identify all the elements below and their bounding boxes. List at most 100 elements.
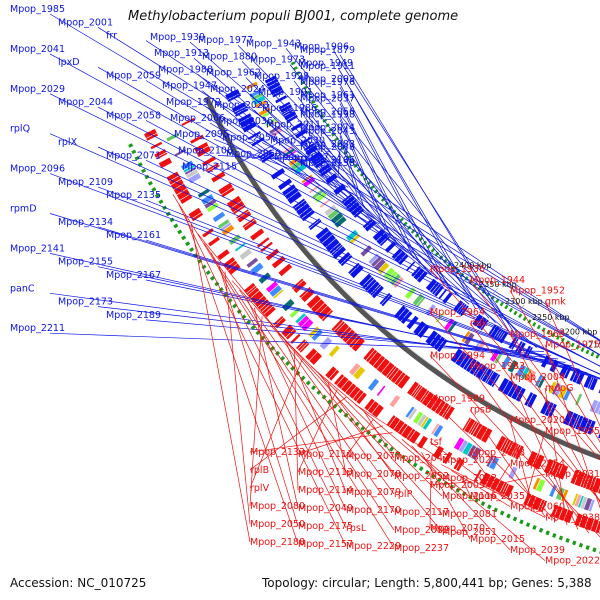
minus-strand-leader-line bbox=[421, 452, 471, 540]
gc-skew-mark bbox=[525, 522, 531, 528]
minus-strand-feature bbox=[557, 464, 569, 480]
gc-skew-mark bbox=[185, 241, 191, 247]
minus-strand-cog bbox=[328, 345, 340, 357]
minus-strand-gene-label: Mpop_2054 bbox=[510, 458, 565, 469]
minus-strand-cog bbox=[269, 285, 282, 297]
plus-strand-feature bbox=[487, 371, 499, 387]
plus-strand-feature bbox=[475, 364, 488, 380]
gc-skew-mark bbox=[308, 95, 314, 100]
plus-strand-leader-line bbox=[49, 13, 600, 342]
minus-strand-gene-label: Mpop_1975 bbox=[545, 340, 600, 351]
plus-strand-gene-label: Mpop_2029 bbox=[10, 84, 65, 95]
gc-skew-mark bbox=[424, 469, 430, 475]
minus-strand-cds bbox=[349, 386, 361, 399]
plus-strand-cog bbox=[327, 208, 340, 220]
minus-strand-feature bbox=[580, 473, 588, 488]
plus-strand-leader-line bbox=[339, 132, 364, 207]
minus-strand-cds bbox=[299, 342, 310, 353]
plus-strand-leader-line bbox=[145, 239, 595, 377]
gc-skew-mark bbox=[366, 180, 372, 186]
plus-strand-leader-line bbox=[97, 146, 600, 375]
gc-skew-mark bbox=[131, 149, 137, 155]
minus-strand-leader-line bbox=[523, 430, 546, 508]
gc-skew-mark bbox=[371, 434, 377, 440]
plus-strand-cog bbox=[389, 273, 401, 286]
plus-strand-leader-line bbox=[339, 83, 451, 290]
gc-skew-mark bbox=[214, 281, 220, 287]
plus-strand-feature bbox=[332, 246, 346, 260]
plus-strand-cog bbox=[412, 293, 424, 306]
minus-strand-cog bbox=[183, 164, 195, 173]
minus-strand-leader-line bbox=[197, 233, 443, 533]
plus-strand-feature bbox=[294, 200, 308, 212]
gc-skew-mark bbox=[461, 491, 467, 497]
minus-strand-feature bbox=[514, 445, 524, 460]
plus-strand-leader-line bbox=[337, 67, 483, 314]
plus-strand-gene-label: Mpop_2074 bbox=[300, 123, 355, 134]
gc-skew-mark bbox=[144, 174, 150, 180]
plus-strand-feature bbox=[340, 255, 353, 267]
minus-strand-cog bbox=[266, 281, 279, 293]
minus-strand-leader-line bbox=[544, 301, 600, 427]
minus-strand-gene-label: Mpop_1969 bbox=[510, 329, 565, 340]
plus-strand-cog bbox=[319, 199, 331, 208]
minus-strand-feature bbox=[412, 385, 423, 398]
plus-strand-leader-line bbox=[145, 159, 600, 375]
minus-strand-gene-label: Mpop_2080 bbox=[250, 501, 305, 512]
minus-strand-cds bbox=[156, 152, 168, 160]
plus-strand-gene-label: rpmD bbox=[10, 204, 37, 215]
minus-strand-feature bbox=[570, 469, 580, 485]
minus-strand-leader-line bbox=[354, 404, 443, 461]
minus-strand-feature bbox=[505, 440, 514, 455]
minus-strand-leader-line bbox=[460, 476, 471, 496]
minus-strand-cds bbox=[260, 301, 271, 312]
minus-strand-gene-label: Mpop_2117 bbox=[394, 507, 449, 518]
plus-strand-gene-label: Mpop_1913 bbox=[154, 48, 209, 59]
minus-strand-feature bbox=[181, 117, 195, 126]
plus-strand-gene-label: Mpop_2096 bbox=[10, 164, 65, 175]
plus-strand-gene-label: Mpop_2083 bbox=[300, 139, 355, 150]
plus-strand-gene-label: Mpop_2150 bbox=[300, 158, 355, 169]
minus-strand-gene-label: Mpop_1936 bbox=[430, 264, 485, 275]
minus-strand-leader-line bbox=[293, 350, 299, 491]
minus-strand-cog bbox=[295, 313, 306, 324]
minus-strand-cds bbox=[144, 128, 157, 139]
gc-skew-mark bbox=[536, 324, 541, 330]
plus-strand-cog bbox=[373, 258, 386, 271]
plus-strand-leader-line bbox=[189, 41, 538, 348]
plus-strand-feature bbox=[548, 403, 557, 418]
gc-skew-mark bbox=[128, 143, 134, 148]
plus-strand-cds bbox=[495, 329, 504, 341]
minus-strand-cds bbox=[225, 260, 238, 271]
minus-strand-feature bbox=[299, 286, 311, 298]
plus-strand-cog bbox=[404, 287, 417, 300]
gc-skew-mark bbox=[305, 380, 311, 386]
gc-skew-mark bbox=[495, 298, 500, 304]
minus-strand-feature bbox=[194, 142, 209, 153]
minus-strand-leader-line bbox=[509, 290, 600, 443]
minus-strand-cog bbox=[508, 466, 518, 480]
plus-strand-leader-line bbox=[213, 138, 354, 194]
gc-skew-mark bbox=[518, 313, 523, 319]
gc-skew-mark bbox=[437, 477, 442, 483]
gc-skew-mark bbox=[455, 487, 461, 493]
minus-strand-gene-label: Mpop_1952 bbox=[510, 286, 565, 297]
minus-strand-feature bbox=[414, 386, 428, 402]
minus-strand-leader-line bbox=[190, 223, 251, 543]
minus-strand-gene-label: Mpop_1983 bbox=[470, 361, 525, 372]
plus-strand-gene-label: Mpop_2011 bbox=[266, 119, 321, 130]
minus-strand-feature bbox=[250, 228, 265, 241]
plus-strand-feature bbox=[381, 294, 393, 307]
minus-strand-gene-label: Mpop_1964 bbox=[430, 307, 485, 318]
plus-strand-feature bbox=[507, 383, 518, 398]
accession-text: Accession: NC_010725 bbox=[10, 576, 147, 590]
minus-strand-leader-line bbox=[364, 411, 395, 459]
minus-strand-leader-line bbox=[178, 204, 347, 547]
minus-strand-cds bbox=[456, 459, 465, 472]
plus-strand-gene-label: Mpop_2048 bbox=[300, 142, 355, 153]
gc-skew-mark bbox=[295, 71, 301, 76]
plus-strand-cog bbox=[597, 408, 600, 415]
minus-strand-cds bbox=[158, 157, 172, 169]
minus-strand-cds bbox=[334, 374, 345, 386]
gc-skew-mark bbox=[158, 199, 164, 205]
